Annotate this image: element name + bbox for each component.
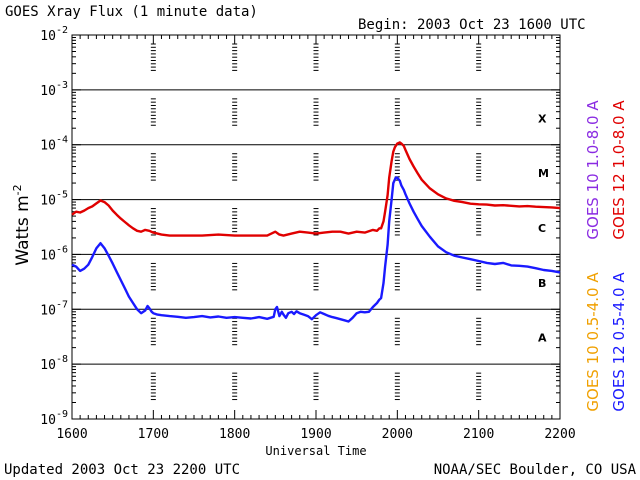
y-axis-label: Watts m-2: [11, 184, 33, 265]
x-tick-label: 2000: [382, 427, 413, 442]
series-group: [71, 141, 561, 323]
legend-entry: GOES 10 1.0-8.0 A: [584, 100, 602, 240]
x-tick-label: 1800: [219, 427, 250, 442]
updated-label: Updated 2003 Oct 23 2200 UTC: [4, 462, 240, 478]
y-tick-label: 10-6: [40, 244, 68, 263]
x-axis-label: Universal Time: [265, 444, 366, 458]
hour-marker: [394, 43, 400, 401]
flare-class-label: M: [538, 167, 549, 180]
series-line-0: [71, 141, 561, 237]
y-tick-label: 10-2: [40, 25, 68, 44]
x-tick-label: 1900: [300, 427, 331, 442]
hour-marker: [476, 43, 482, 401]
x-tick-label: 2100: [463, 427, 494, 442]
legend: GOES 12 1.0-8.0 A GOES 10 1.0-8.0 A GOES 1…: [584, 100, 628, 412]
x-tick-label: 1700: [138, 427, 169, 442]
legend-entry: GOES 12 1.0-8.0 A: [610, 100, 628, 240]
credit-label: NOAA/SEC Boulder, CO USA: [434, 462, 637, 478]
x-tick-label: 2200: [544, 427, 575, 442]
plot-frame: [71, 34, 561, 420]
flare-class-label: A: [538, 332, 547, 345]
legend-entry: GOES 10 0.5-4.0 A: [584, 272, 602, 412]
hour-marker: [232, 43, 238, 401]
flare-class-label: C: [538, 222, 546, 235]
y-tick-label: 10-7: [40, 299, 68, 318]
plot-area: [71, 34, 561, 420]
y-tick-label: 10-5: [40, 190, 68, 209]
y-tick-label: 10-3: [40, 80, 68, 99]
x-tick-label: 1600: [56, 427, 87, 442]
y-tick-label: 10-4: [40, 135, 68, 154]
hour-marker: [313, 43, 319, 401]
y-tick-label: 10-9: [40, 409, 68, 428]
hour-marker: [150, 43, 156, 401]
flare-class-label: B: [538, 277, 546, 290]
chart-title: GOES Xray Flux (1 minute data): [5, 4, 258, 20]
y-tick-label: 10-8: [40, 354, 68, 373]
series-line-2: [71, 176, 561, 323]
legend-entry: GOES 12 0.5-4.0 A: [610, 272, 628, 412]
begin-label: Begin: 2003 Oct 23 1600 UTC: [358, 17, 586, 33]
flare-class-label: X: [538, 112, 547, 125]
